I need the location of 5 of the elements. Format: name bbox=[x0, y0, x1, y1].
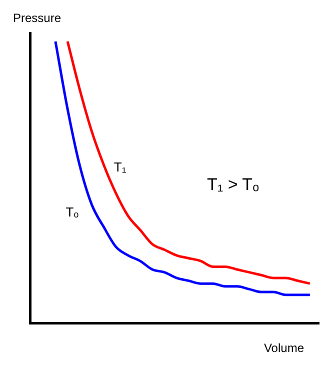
x-axis-title: Volume bbox=[264, 341, 304, 355]
series-label: T₁ bbox=[114, 159, 127, 174]
y-axis-title: Pressure bbox=[13, 11, 62, 25]
annotation: T₁ > Tₒ bbox=[207, 175, 259, 194]
series-label: Tₒ bbox=[66, 204, 79, 220]
